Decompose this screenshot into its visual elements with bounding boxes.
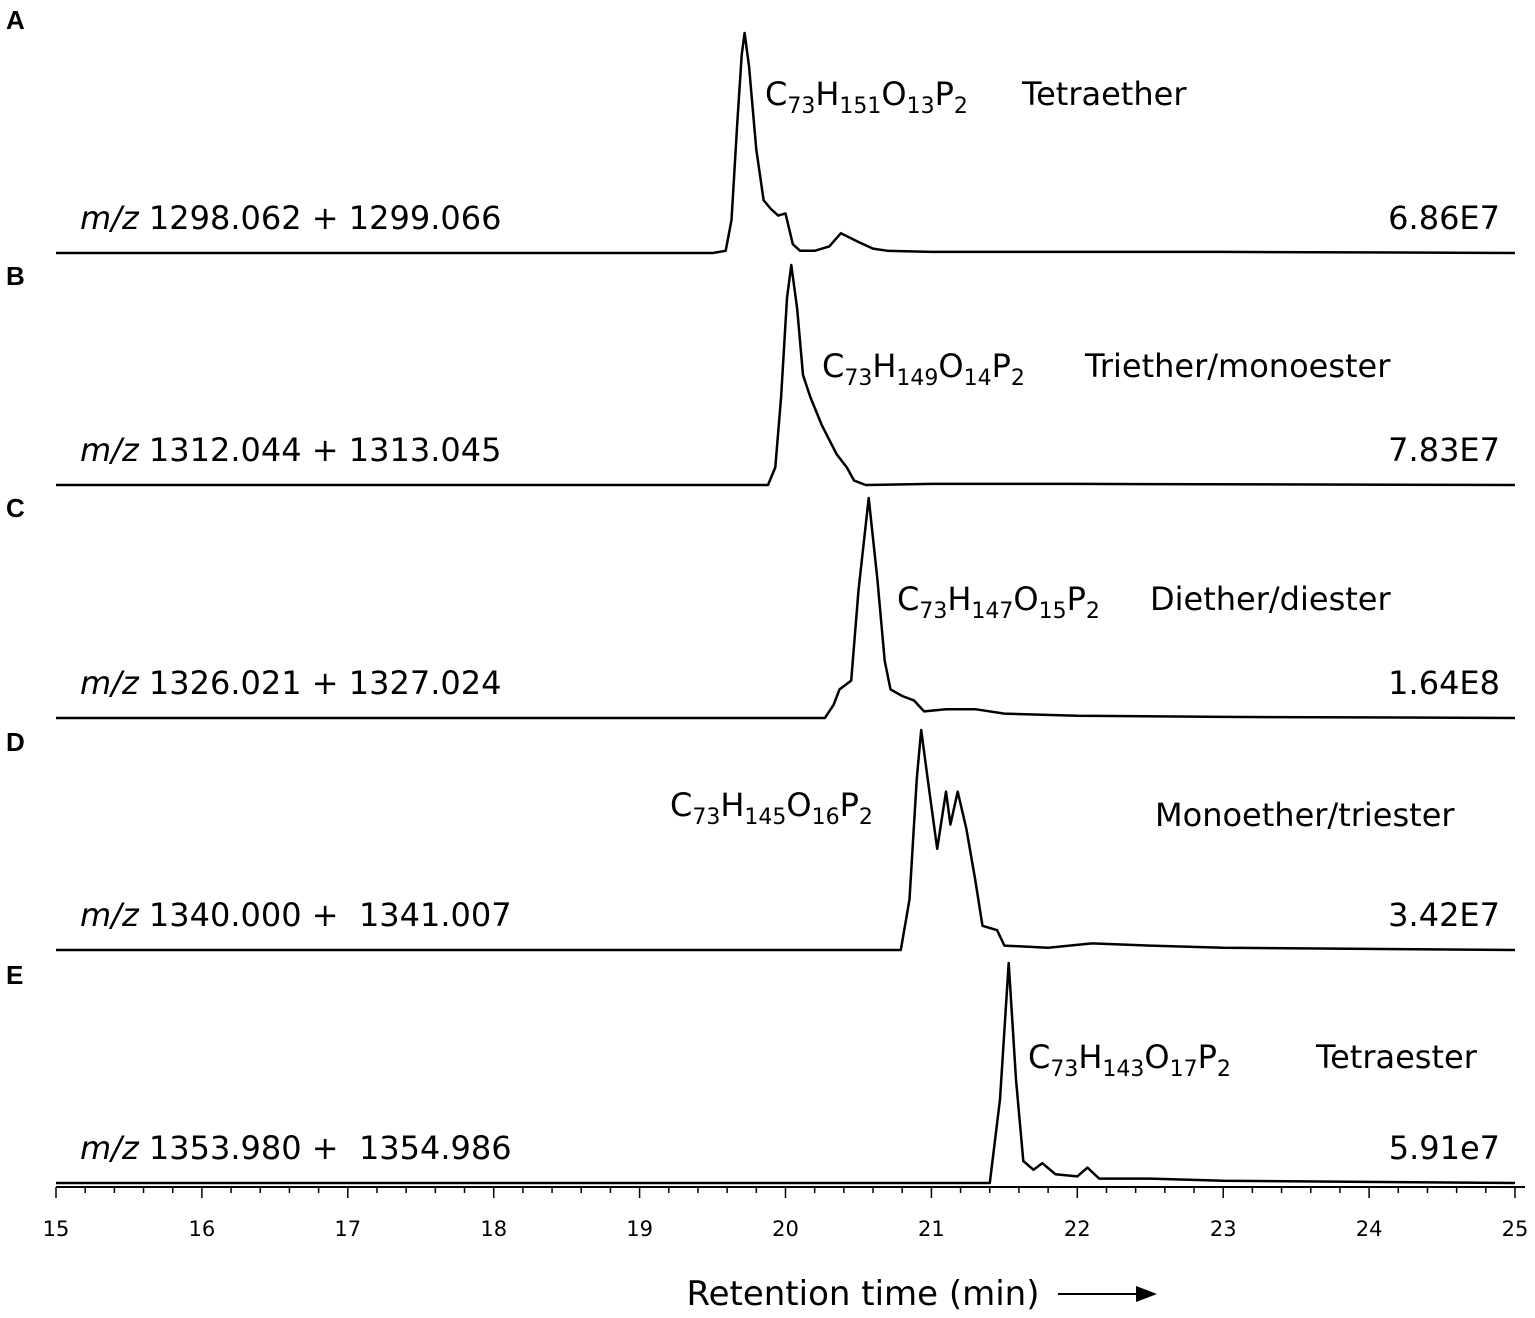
formula-element: C: [765, 75, 787, 113]
x-tick-label: 24: [1356, 1217, 1383, 1241]
formula-element: C: [1028, 1038, 1050, 1076]
formula-element: P: [935, 75, 954, 113]
panel-letter: A: [6, 5, 25, 35]
formula-subscript: 2: [954, 94, 968, 119]
formula: C73H149O14P2: [822, 347, 1025, 391]
formula-element: O: [786, 786, 811, 824]
panel-letter: D: [6, 727, 25, 757]
formula-element: P: [992, 347, 1011, 385]
formula-element: O: [938, 347, 963, 385]
formula-subscript: 14: [964, 366, 992, 391]
formula-element: C: [822, 347, 844, 385]
formula-subscript: 17: [1170, 1057, 1198, 1082]
formula-subscript: 2: [859, 805, 873, 830]
formula-subscript: 73: [844, 366, 872, 391]
compound-class: Triether/monoester: [1084, 347, 1391, 385]
mz-values: 1298.062 + 1299.066: [149, 199, 502, 237]
formula: C73H143O17P2: [1028, 1038, 1231, 1082]
mz-prefix: m/z: [80, 896, 140, 934]
max-intensity: 1.64E8: [1388, 664, 1500, 702]
formula-subscript: 147: [971, 599, 1013, 624]
chromatogram-line: [56, 961, 1516, 1185]
formula-subscript: 2: [1086, 599, 1100, 624]
compound-class: Tetraether: [1021, 75, 1187, 113]
panel-letter: C: [6, 493, 25, 523]
formula-subscript: 15: [1039, 599, 1067, 624]
max-intensity: 3.42E7: [1388, 896, 1500, 934]
x-tick-label: 25: [1502, 1217, 1529, 1241]
formula-element: C: [897, 580, 919, 618]
max-intensity: 6.86E7: [1388, 199, 1500, 237]
chromatogram-line: [56, 496, 1516, 720]
formula-subscript: 16: [812, 805, 840, 830]
mz-prefix: m/z: [80, 199, 140, 237]
mz-values: 1340.000 + 1341.007: [149, 896, 512, 934]
formula-subscript: 73: [1050, 1057, 1078, 1082]
chromatogram-line: [56, 728, 1516, 952]
mz-label: m/z 1312.044 + 1313.045: [80, 431, 501, 469]
x-tick-label: 17: [334, 1217, 361, 1241]
formula-subscript: 73: [692, 805, 720, 830]
formula-element: H: [815, 75, 839, 113]
formula-element: H: [1078, 1038, 1102, 1076]
max-intensity: 7.83E7: [1388, 431, 1500, 469]
x-tick-label: 21: [918, 1217, 945, 1241]
formula-subscript: 13: [907, 94, 935, 119]
compound-class: Monoether/triester: [1155, 796, 1455, 834]
chromatogram-line: [56, 31, 1516, 255]
mz-values: 1312.044 + 1313.045: [149, 431, 502, 469]
formula-subscript: 73: [787, 94, 815, 119]
mz-label: m/z 1326.021 + 1327.024: [80, 664, 501, 702]
mz-prefix: m/z: [80, 431, 140, 469]
panel-letter: E: [6, 960, 23, 990]
formula-element: C: [670, 786, 692, 824]
mz-values: 1353.980 + 1354.986: [149, 1129, 512, 1167]
mz-label: m/z 1298.062 + 1299.066: [80, 199, 501, 237]
formula: C73H145O16P2: [670, 786, 873, 830]
mz-values: 1326.021 + 1327.024: [149, 664, 502, 702]
mz-prefix: m/z: [80, 664, 140, 702]
formula-subscript: 143: [1102, 1057, 1144, 1082]
formula-element: O: [1013, 580, 1038, 618]
formula-element: O: [881, 75, 906, 113]
x-axis-label: Retention time (min): [686, 1274, 1039, 1314]
x-tick-label: 15: [43, 1217, 70, 1241]
formula-subscript: 2: [1011, 366, 1025, 391]
formula-subscript: 149: [896, 366, 938, 391]
formula-subscript: 145: [744, 805, 786, 830]
formula-element: P: [1198, 1038, 1217, 1076]
mz-label: m/z 1340.000 + 1341.007: [80, 896, 512, 934]
formula-element: H: [720, 786, 744, 824]
formula-subscript: 73: [919, 599, 947, 624]
x-tick-label: 19: [626, 1217, 653, 1241]
mz-label: m/z 1353.980 + 1354.986: [80, 1129, 512, 1167]
x-tick-label: 20: [772, 1217, 799, 1241]
formula-element: H: [947, 580, 971, 618]
formula: C73H151O13P2: [765, 75, 968, 119]
compound-class: Tetraester: [1315, 1038, 1478, 1076]
x-tick-label: 16: [189, 1217, 216, 1241]
x-tick-label: 23: [1210, 1217, 1237, 1241]
chromatogram-line: [56, 263, 1516, 487]
max-intensity: 5.91e7: [1389, 1129, 1500, 1167]
formula: C73H147O15P2: [897, 580, 1100, 624]
formula-subscript: 151: [839, 94, 881, 119]
formula-element: P: [1067, 580, 1086, 618]
x-tick-label: 22: [1064, 1217, 1091, 1241]
x-tick-label: 18: [480, 1217, 507, 1241]
axis-arrow-head: [1136, 1286, 1157, 1302]
formula-element: O: [1144, 1038, 1169, 1076]
formula-subscript: 2: [1217, 1057, 1231, 1082]
compound-class: Diether/diester: [1150, 580, 1391, 618]
panel-letter: B: [6, 261, 25, 291]
mz-prefix: m/z: [80, 1129, 140, 1167]
formula-element: P: [840, 786, 859, 824]
formula-element: H: [872, 347, 896, 385]
